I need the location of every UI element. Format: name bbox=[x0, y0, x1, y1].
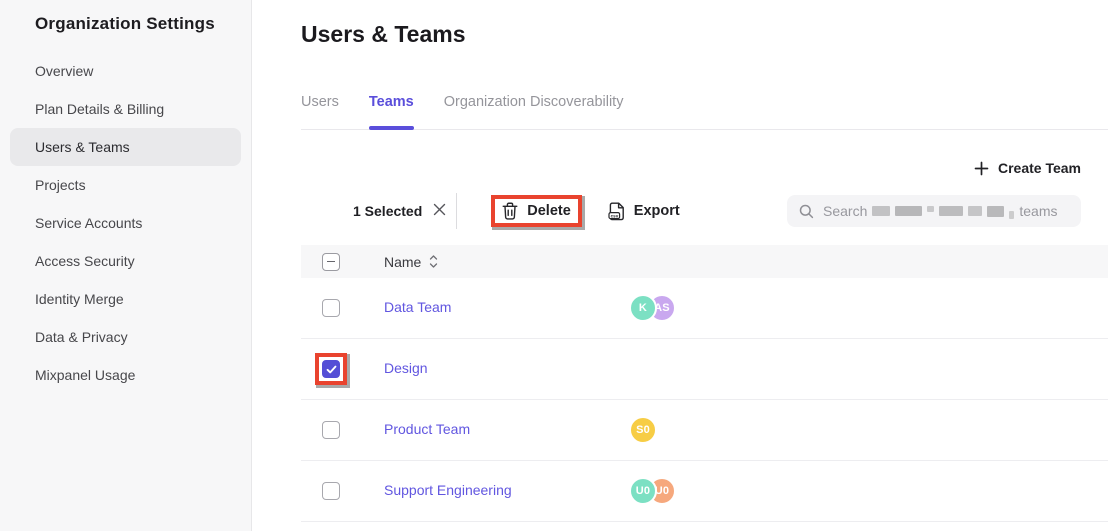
redacted-text bbox=[895, 206, 923, 216]
trash-icon bbox=[502, 202, 518, 220]
sidebar: Organization Settings Overview Plan Deta… bbox=[0, 0, 252, 531]
sidebar-nav: Overview Plan Details & Billing Users & … bbox=[0, 52, 251, 394]
sidebar-item-overview[interactable]: Overview bbox=[35, 63, 94, 79]
svg-text:csv: csv bbox=[610, 213, 618, 218]
selected-count: 1 Selected bbox=[353, 203, 423, 219]
page-title: Users & Teams bbox=[301, 21, 466, 47]
select-all-checkbox[interactable] bbox=[322, 252, 340, 271]
table-row-support-engineering: Support Engineering U0 U0 bbox=[301, 461, 1108, 522]
highlight-box-delete: Delete bbox=[491, 195, 582, 227]
table-row-product-team: Product Team S0 bbox=[301, 400, 1108, 461]
sidebar-item-mixpanel-usage[interactable]: Mixpanel Usage bbox=[35, 367, 136, 383]
tab-organization-discoverability[interactable]: Organization Discoverability bbox=[443, 94, 624, 110]
sort-icon bbox=[429, 255, 438, 268]
sidebar-item-projects[interactable]: Projects bbox=[35, 177, 86, 193]
search-placeholder: Search teams bbox=[823, 203, 1058, 219]
team-name-link[interactable]: Product Team bbox=[384, 421, 471, 437]
row-checkbox[interactable] bbox=[322, 482, 340, 500]
create-team-label: Create Team bbox=[997, 160, 1081, 176]
avatar-group: S0 bbox=[629, 416, 657, 444]
avatar-group: K AS bbox=[629, 294, 676, 322]
avatar: U0 bbox=[629, 477, 657, 505]
search-icon bbox=[799, 204, 814, 219]
sidebar-item-plan-details-billing[interactable]: Plan Details & Billing bbox=[35, 101, 165, 117]
sidebar-item-service-accounts[interactable]: Service Accounts bbox=[35, 215, 143, 231]
avatar-group: U0 U0 bbox=[629, 477, 676, 505]
search-input[interactable]: Search teams bbox=[787, 195, 1081, 227]
redacted-text bbox=[968, 206, 983, 216]
avatar: K bbox=[629, 294, 657, 322]
redacted-text bbox=[1009, 211, 1015, 219]
row-checkbox[interactable] bbox=[322, 299, 340, 317]
highlight-box-checkbox bbox=[315, 353, 347, 385]
sidebar-item-access-security[interactable]: Access Security bbox=[35, 253, 135, 269]
delete-label: Delete bbox=[527, 203, 571, 219]
team-name-link[interactable]: Support Engineering bbox=[384, 482, 512, 498]
redacted-text bbox=[987, 205, 1005, 217]
export-button[interactable]: csv Export bbox=[608, 202, 680, 221]
csv-file-icon: csv bbox=[608, 202, 625, 221]
create-team-row: Create Team bbox=[301, 160, 1108, 176]
sidebar-item-identity-merge[interactable]: Identity Merge bbox=[35, 291, 124, 307]
sidebar-item-data-privacy[interactable]: Data & Privacy bbox=[35, 329, 128, 345]
row-checkbox[interactable] bbox=[322, 421, 340, 439]
teams-table: Name Data Team K A bbox=[301, 245, 1108, 522]
selection-group: 1 Selected bbox=[353, 203, 446, 219]
toolbar-divider bbox=[456, 193, 458, 229]
tab-bar: Users Teams Organization Discoverability bbox=[301, 94, 1108, 130]
avatar: S0 bbox=[629, 416, 657, 444]
tab-teams[interactable]: Teams bbox=[368, 94, 414, 130]
redacted-text bbox=[939, 206, 964, 216]
row-checkbox[interactable] bbox=[322, 360, 340, 378]
plus-icon bbox=[974, 161, 989, 176]
clear-selection-icon[interactable] bbox=[433, 203, 446, 219]
table-row-data-team: Data Team K AS bbox=[301, 278, 1108, 339]
delete-button[interactable]: Delete bbox=[502, 202, 571, 220]
tab-users[interactable]: Users bbox=[301, 94, 339, 110]
redacted-text bbox=[872, 206, 891, 216]
name-column-header[interactable]: Name bbox=[384, 254, 629, 270]
redacted-text bbox=[927, 206, 935, 212]
sidebar-title: Organization Settings bbox=[35, 14, 215, 33]
sidebar-item-users-teams[interactable]: Users & Teams bbox=[10, 128, 241, 166]
main-content: Users & Teams Users Teams Organization D… bbox=[252, 0, 1108, 531]
table-header-row: Name bbox=[301, 245, 1108, 278]
team-name-link[interactable]: Design bbox=[384, 360, 428, 376]
team-name-link[interactable]: Data Team bbox=[384, 299, 452, 315]
export-label: Export bbox=[633, 203, 680, 219]
table-row-design: Design bbox=[301, 339, 1108, 400]
bulk-actions-toolbar: 1 Selected Delete bbox=[301, 189, 1108, 233]
create-team-button[interactable]: Create Team bbox=[974, 160, 1081, 176]
